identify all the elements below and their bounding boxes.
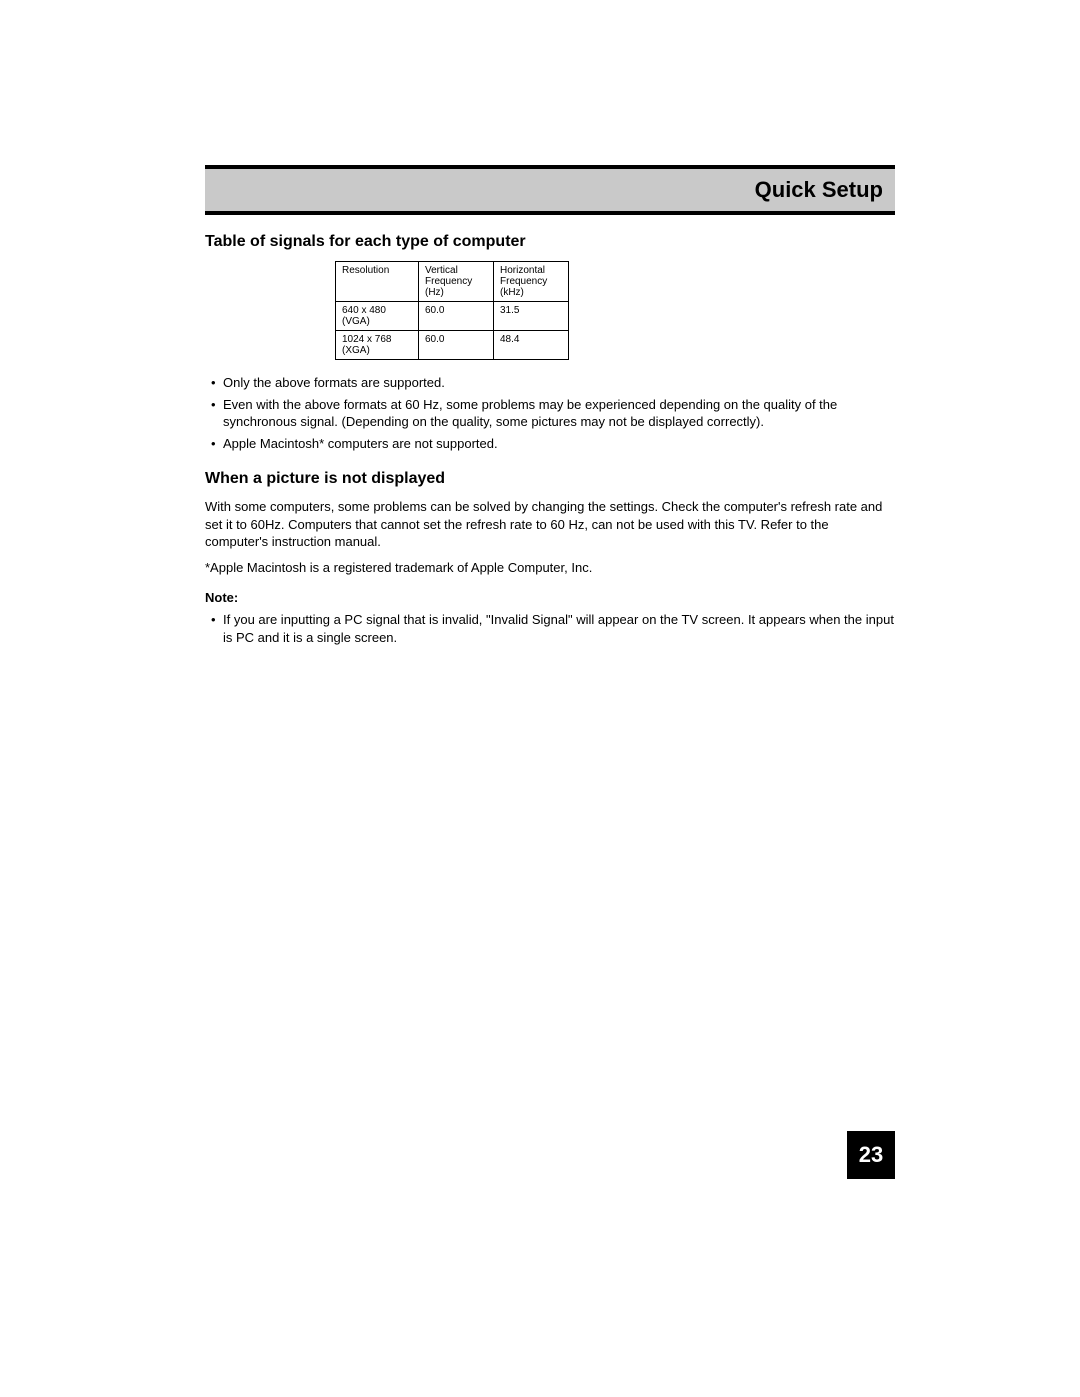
page-content: Quick Setup Table of signals for each ty…	[205, 165, 895, 652]
table-header-row: Resolution Vertical Frequency (Hz) Horiz…	[336, 262, 569, 302]
bullet-item: Apple Macintosh* computers are not suppo…	[205, 435, 895, 453]
section1-bullets: Only the above formats are supported. Ev…	[205, 374, 895, 452]
table-cell: 60.0	[419, 331, 494, 360]
section1-heading: Table of signals for each type of comput…	[205, 233, 895, 251]
table-cell: 31.5	[494, 302, 569, 331]
table-cell: 1024 x 768 (XGA)	[336, 331, 419, 360]
bullet-item: If you are inputting a PC signal that is…	[205, 611, 895, 646]
trademark-note: *Apple Macintosh is a registered tradema…	[205, 559, 895, 577]
note-bullets: If you are inputting a PC signal that is…	[205, 611, 895, 646]
section2-paragraph: With some computers, some problems can b…	[205, 498, 895, 551]
table-cell: 640 x 480 (VGA)	[336, 302, 419, 331]
bullet-item: Only the above formats are supported.	[205, 374, 895, 392]
header-bar: Quick Setup	[205, 165, 895, 215]
bullet-item: Even with the above formats at 60 Hz, so…	[205, 396, 895, 431]
table-row: 640 x 480 (VGA) 60.0 31.5	[336, 302, 569, 331]
page-number: 23	[847, 1131, 895, 1179]
note-label: Note:	[205, 590, 895, 605]
signals-table: Resolution Vertical Frequency (Hz) Horiz…	[335, 261, 569, 360]
page-title: Quick Setup	[755, 177, 883, 203]
table-header-cell: Horizontal Frequency (kHz)	[494, 262, 569, 302]
table-row: 1024 x 768 (XGA) 60.0 48.4	[336, 331, 569, 360]
section2-heading: When a picture is not displayed	[205, 470, 895, 488]
table-cell: 60.0	[419, 302, 494, 331]
table-cell: 48.4	[494, 331, 569, 360]
table-header-cell: Vertical Frequency (Hz)	[419, 262, 494, 302]
table-header-cell: Resolution	[336, 262, 419, 302]
